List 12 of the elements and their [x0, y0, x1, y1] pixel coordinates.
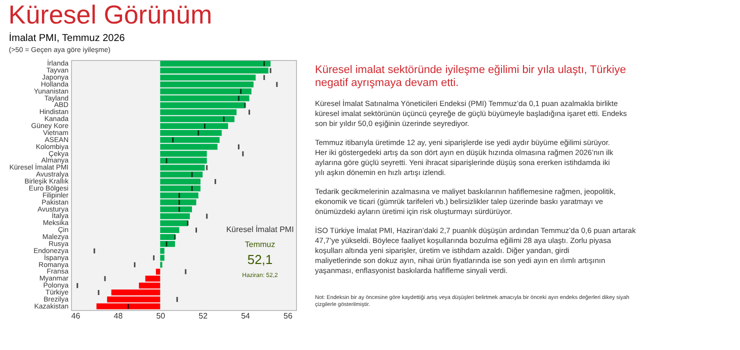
x-tick-label: 54 — [241, 312, 251, 320]
chart-title: İmalat PMI, Temmuz 2026 — [8, 32, 126, 44]
text: Küresel Görünüm — [8, 0, 212, 30]
annotation: Temmuz — [244, 240, 276, 249]
annotation: Küresel İmalat PMI — [226, 225, 294, 234]
x-tick-label: 48 — [114, 312, 124, 320]
x-tick-label: 52 — [198, 312, 208, 320]
x-tick-label: 56 — [284, 312, 294, 320]
x-tick-label: 46 — [71, 312, 81, 320]
text: Küresel imalat sektöründe iyileşme eğilimi bir yıla ulaştı, Türkiye negatif ayrışmaya devam etti. — [315, 64, 626, 89]
x-tick-label: 50 — [156, 312, 166, 320]
annotation: 52,1 — [247, 252, 273, 267]
